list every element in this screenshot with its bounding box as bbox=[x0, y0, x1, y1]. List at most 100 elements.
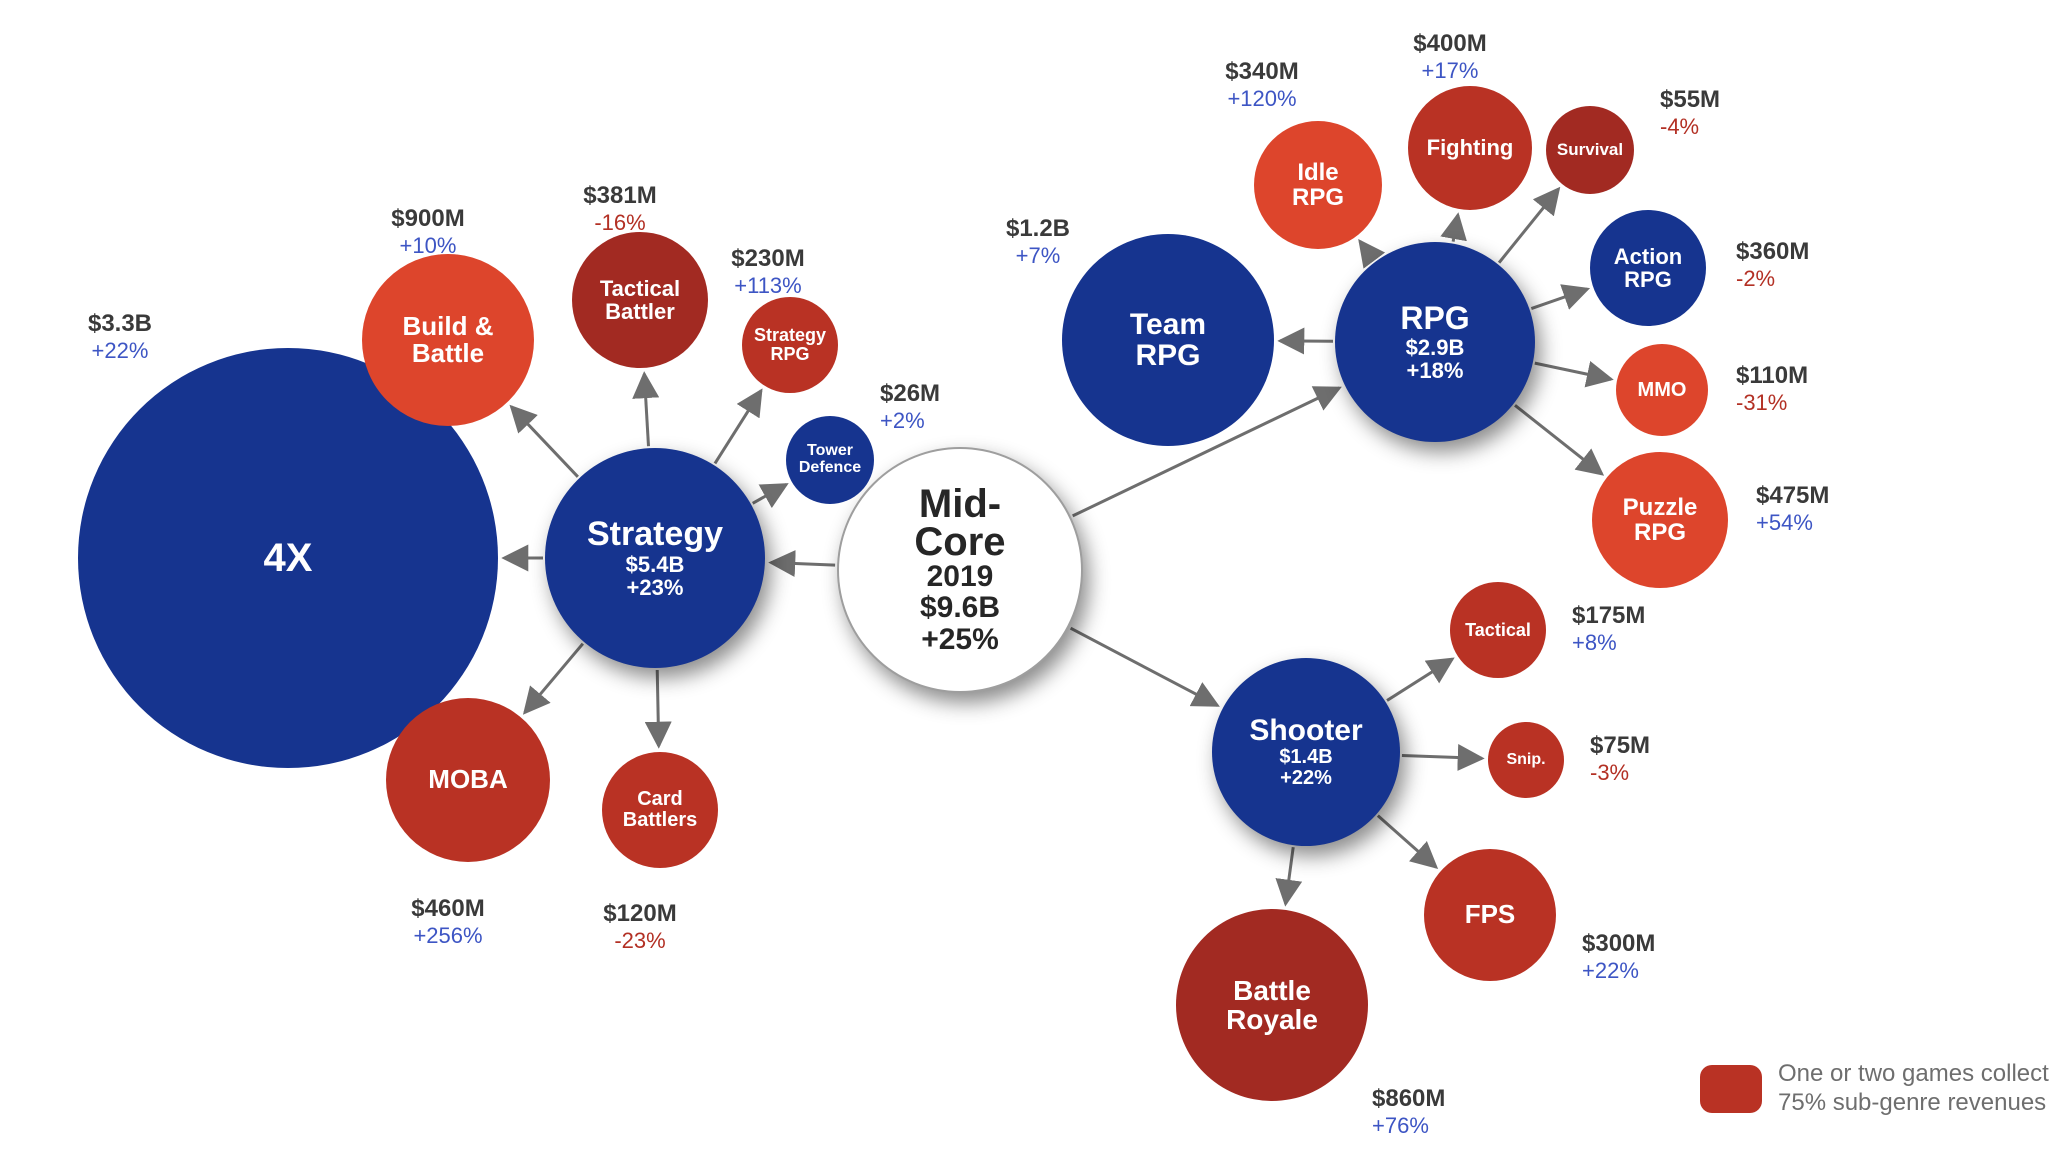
edge-rpg-idlerpg bbox=[1360, 241, 1374, 260]
node-tactical: Tactical bbox=[1450, 582, 1546, 678]
ext-value-moba: $460M bbox=[368, 895, 528, 923]
edge-strategy-tacticalbattler bbox=[644, 374, 648, 446]
node-label-shooter: Shooter bbox=[1249, 715, 1362, 747]
node-label-sniper: Snip. bbox=[1506, 752, 1545, 769]
edge-strategy-towerdefence bbox=[753, 484, 787, 503]
edge-rpg-puzzlerpg bbox=[1515, 405, 1602, 474]
node-label-teamrpg: TeamRPG bbox=[1130, 309, 1206, 372]
node-strategy: Strategy$5.4B+23% bbox=[545, 448, 765, 668]
node-towerdefence: TowerDefence bbox=[786, 416, 874, 504]
ext-label-sniper: $75M-3% bbox=[1590, 732, 1650, 785]
legend-line-2: 75% sub-genre revenues bbox=[1778, 1089, 2049, 1118]
node-mmo: MMO bbox=[1616, 344, 1708, 436]
ext-label-fps: $300M+22% bbox=[1582, 930, 1655, 983]
edge-rpg-fighting bbox=[1453, 215, 1458, 242]
ext-value-4x: $3.3B bbox=[40, 310, 200, 338]
ext-value-fighting: $400M bbox=[1370, 30, 1530, 58]
node-shooter: Shooter$1.4B+22% bbox=[1212, 658, 1400, 846]
edge-rpg-survival bbox=[1499, 189, 1559, 263]
node-label-rpg: RPG bbox=[1400, 302, 1469, 336]
node-idlerpg: IdleRPG bbox=[1254, 121, 1382, 249]
ext-label-strategyrpg: $230M+113% bbox=[688, 245, 848, 298]
ext-value-buildbattle: $900M bbox=[348, 205, 508, 233]
node-cardbattlers: CardBattlers bbox=[602, 752, 718, 868]
edge-shooter-sniper bbox=[1402, 755, 1482, 758]
node-label-tactical: Tactical bbox=[1465, 621, 1531, 640]
legend-swatch bbox=[1700, 1065, 1762, 1113]
ext-growth-fps: +22% bbox=[1582, 958, 1655, 983]
node-label-fps: FPS bbox=[1465, 901, 1516, 928]
node-label-tacticalbattler: TacticalBattler bbox=[600, 277, 680, 323]
ext-value-sniper: $75M bbox=[1590, 732, 1650, 760]
ext-growth-teamrpg: +7% bbox=[958, 243, 1118, 268]
node-midcore: Mid-Core2019$9.6B+25% bbox=[837, 447, 1083, 693]
edge-strategy-buildbattle bbox=[511, 407, 578, 477]
node-buildbattle: Build &Battle bbox=[362, 254, 534, 426]
ext-value-cardbattlers: $120M bbox=[560, 900, 720, 928]
node-label-moba: MOBA bbox=[428, 766, 507, 793]
node-fps: FPS bbox=[1424, 849, 1556, 981]
ext-growth-towerdefence: +2% bbox=[880, 408, 940, 433]
ext-growth-survival: -4% bbox=[1660, 114, 1720, 139]
node-label-mmo: MMO bbox=[1638, 380, 1687, 401]
ext-label-tactical: $175M+8% bbox=[1572, 602, 1645, 655]
node-label-survival: Survival bbox=[1557, 141, 1623, 159]
node-label-strategy: Strategy bbox=[587, 517, 723, 553]
ext-growth-idlerpg: +120% bbox=[1182, 86, 1342, 111]
ext-value-fps: $300M bbox=[1582, 930, 1655, 958]
node-sniper: Snip. bbox=[1488, 722, 1564, 798]
edge-midcore-strategy bbox=[771, 563, 835, 566]
ext-label-moba: $460M+256% bbox=[368, 895, 528, 948]
edge-strategy-strategyrpg bbox=[715, 391, 761, 464]
edge-shooter-battleroyale bbox=[1286, 847, 1294, 904]
node-rpg: RPG$2.9B+18% bbox=[1335, 242, 1535, 442]
ext-label-buildbattle: $900M+10% bbox=[348, 205, 508, 258]
edge-shooter-tactical bbox=[1387, 659, 1452, 701]
node-label-actionrpg: ActionRPG bbox=[1614, 245, 1682, 291]
ext-value-mmo: $110M bbox=[1736, 362, 1808, 390]
legend-line-1: One or two games collect bbox=[1778, 1060, 2049, 1089]
node-value-strategy: $5.4B bbox=[626, 553, 685, 576]
ext-label-4x: $3.3B+22% bbox=[40, 310, 200, 363]
ext-label-tacticalbattler: $381M-16% bbox=[540, 182, 700, 235]
node-label-cardbattlers: CardBattlers bbox=[623, 789, 697, 831]
center-growth: +25% bbox=[921, 624, 999, 656]
node-value-rpg: $2.9B bbox=[1406, 336, 1465, 359]
ext-growth-actionrpg: -2% bbox=[1736, 266, 1809, 291]
ext-value-battleroyale: $860M bbox=[1372, 1085, 1445, 1113]
center-value: $9.6B bbox=[920, 592, 1000, 624]
node-moba: MOBA bbox=[386, 698, 550, 862]
ext-growth-fighting: +17% bbox=[1370, 58, 1530, 83]
node-label-buildbattle: Build &Battle bbox=[403, 313, 494, 368]
ext-growth-puzzlerpg: +54% bbox=[1756, 510, 1829, 535]
node-actionrpg: ActionRPG bbox=[1590, 210, 1706, 326]
ext-value-tactical: $175M bbox=[1572, 602, 1645, 630]
ext-growth-sniper: -3% bbox=[1590, 760, 1650, 785]
ext-label-fighting: $400M+17% bbox=[1370, 30, 1530, 83]
node-label-puzzlerpg: PuzzleRPG bbox=[1623, 495, 1698, 545]
diagram-stage: Mid-Core2019$9.6B+25% Strategy$5.4B+23% RP… bbox=[0, 0, 2060, 1152]
node-growth-rpg: +18% bbox=[1407, 359, 1464, 382]
edge-rpg-mmo bbox=[1535, 363, 1611, 379]
ext-label-actionrpg: $360M-2% bbox=[1736, 238, 1809, 291]
node-growth-strategy: +23% bbox=[627, 576, 684, 599]
node-strategyrpg: StrategyRPG bbox=[742, 297, 838, 393]
ext-growth-moba: +256% bbox=[368, 923, 528, 948]
node-label-idlerpg: IdleRPG bbox=[1292, 160, 1344, 210]
ext-label-towerdefence: $26M+2% bbox=[880, 380, 940, 433]
ext-label-survival: $55M-4% bbox=[1660, 86, 1720, 139]
legend-text: One or two games collect 75% sub-genre r… bbox=[1778, 1060, 2049, 1118]
ext-value-puzzlerpg: $475M bbox=[1756, 482, 1829, 510]
edge-rpg-actionrpg bbox=[1531, 289, 1587, 309]
ext-growth-battleroyale: +76% bbox=[1372, 1113, 1445, 1138]
node-battleroyale: BattleRoyale bbox=[1176, 909, 1368, 1101]
center-title: Mid-Core bbox=[914, 485, 1005, 561]
ext-value-actionrpg: $360M bbox=[1736, 238, 1809, 266]
ext-label-idlerpg: $340M+120% bbox=[1182, 58, 1342, 111]
ext-value-survival: $55M bbox=[1660, 86, 1720, 114]
ext-value-tacticalbattler: $381M bbox=[540, 182, 700, 210]
ext-value-teamrpg: $1.2B bbox=[958, 215, 1118, 243]
ext-growth-mmo: -31% bbox=[1736, 390, 1808, 415]
legend: One or two games collect 75% sub-genre r… bbox=[1700, 1060, 2049, 1118]
ext-growth-tacticalbattler: -16% bbox=[540, 210, 700, 235]
